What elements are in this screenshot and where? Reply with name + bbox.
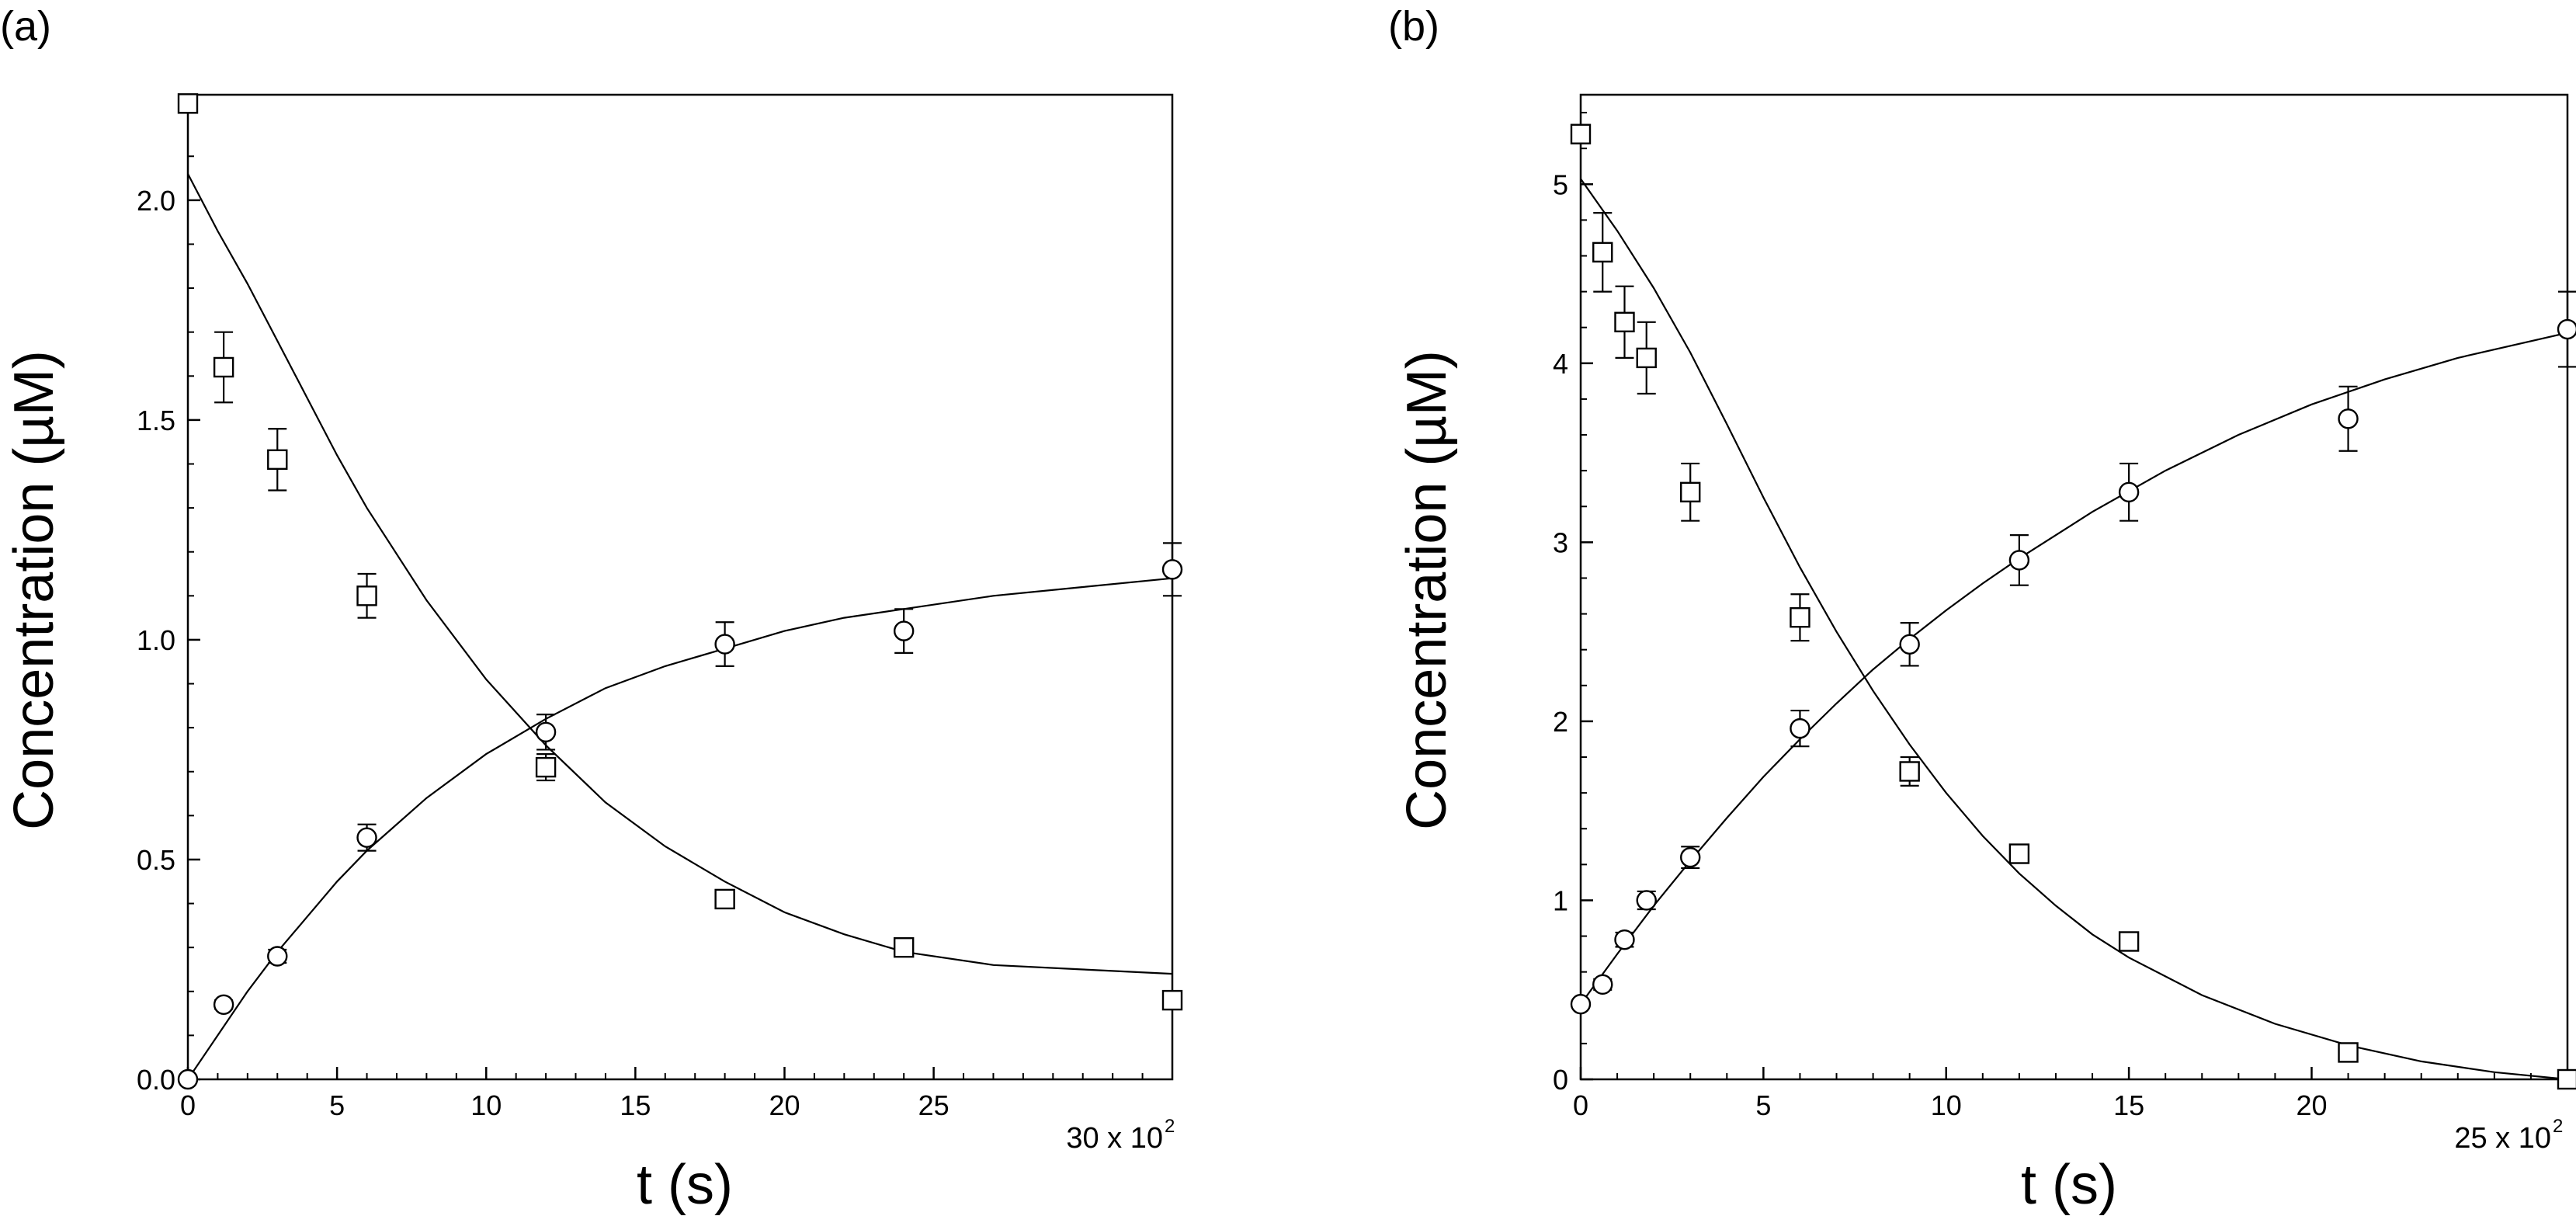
data-point-circle [893,620,915,641]
panel-label: (a) [0,3,51,50]
data-point-circle [1790,717,1810,739]
x-axis-label: t (s) [637,1154,733,1216]
data-point-square [2008,843,2030,864]
data-point-circle [1680,846,1701,868]
data-point-square [177,93,199,114]
data-point-circle [1899,634,1920,655]
data-point-square [893,936,915,958]
y-tick-label: 1.0 [137,624,175,656]
panel-label: (b) [1388,3,1439,50]
data-point-square [535,756,557,778]
y-axis-label: Concentration (µM) [1396,350,1458,830]
x-tick-label: 25 [918,1089,950,1121]
data-point-circle [213,994,234,1015]
plot-frame [186,93,1174,1081]
data-point-square [1592,241,1613,263]
data-point-circle [535,721,557,743]
data-point-square [1636,347,1657,369]
data-point-square [1161,989,1183,1011]
x-multiplier-exponent: 2 [1165,1116,1175,1137]
x-tick-label: 0 [180,1089,196,1121]
y-tick-label: 0 [1553,1064,1568,1096]
x-tick-label: 15 [2113,1089,2144,1121]
panel-a: (a) Concentration (µM) t (s) 30 x 10 2 0… [0,3,1183,1216]
fit-curve-circle [1580,332,2568,1005]
x-tick-label: 20 [769,1089,800,1121]
data-point-square [2118,931,2140,952]
x-tick-label: 20 [2296,1089,2327,1121]
data-point-square [1680,481,1701,503]
x-tick-label: 10 [470,1089,502,1121]
y-axis-label: Concentration (µM) [3,350,65,830]
y-tick-label: 1 [1553,884,1568,916]
data-point-circle [1614,929,1635,950]
x-tick-label: 15 [620,1089,651,1121]
y-tick-label: 3 [1553,526,1568,558]
y-tick-label: 2.0 [137,185,175,217]
y-tick-label: 5 [1553,169,1568,200]
data-point-square [213,356,234,378]
y-tick-label: 1.5 [137,405,175,436]
data-point-circle [2557,318,2576,340]
y-tick-label: 0.5 [137,844,175,876]
x-multiplier-label: 30 x 10 2 [1066,1116,1175,1155]
fit-curve-square [187,173,1173,975]
data-point-circle [1161,559,1183,580]
data-point-square [714,888,735,910]
x-tick-label: 10 [1931,1089,1962,1121]
data-point-circle [2338,408,2359,429]
x-multiplier-label: 25 x 10 2 [2454,1116,2563,1155]
data-point-circle [1570,993,1592,1015]
x-tick-label: 5 [329,1089,345,1121]
data-point-square [1570,123,1592,144]
data-point-square [1614,311,1635,332]
data-point-circle [267,946,288,967]
y-tick-label: 0.0 [137,1064,175,1096]
x-axis-label: t (s) [2021,1154,2117,1216]
x-tick-label: 0 [1573,1089,1588,1121]
y-tick-label: 2 [1553,706,1568,738]
x-multiplier-exponent: 2 [2553,1116,2563,1137]
x-tick-label: 5 [1755,1089,1771,1121]
x-multiplier-text: 30 x 10 [1066,1122,1163,1155]
fit-curve-circle [187,577,1173,1080]
data-point-square [2557,1068,2576,1090]
data-point-circle [2008,550,2030,571]
data-point-square [1899,761,1920,782]
data-point-circle [177,1068,199,1090]
data-point-circle [1592,974,1613,995]
data-point-circle [2118,481,2140,503]
data-point-circle [356,827,377,848]
panel-b: (b) Concentration (µM) t (s) 25 x 10 2 0… [1388,3,2576,1216]
plot-frame [1579,93,2569,1081]
x-multiplier-text: 25 x 10 [2454,1122,2551,1155]
data-point-circle [714,634,735,655]
data-point-square [356,585,377,606]
data-point-square [267,449,288,471]
data-point-square [1790,606,1810,628]
fit-curve-square [1580,178,2568,1081]
data-point-square [2338,1042,2359,1063]
data-point-circle [1636,890,1657,911]
y-tick-label: 4 [1553,348,1568,380]
